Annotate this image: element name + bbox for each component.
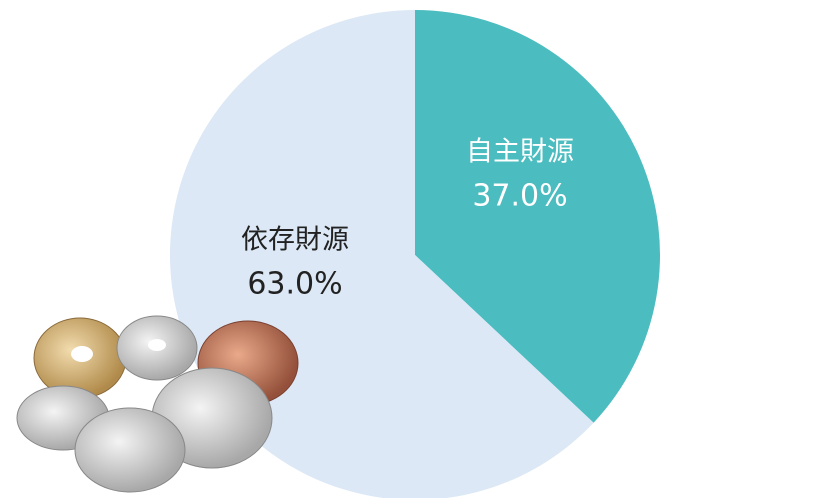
slice-value-label: 37.0% bbox=[472, 179, 567, 214]
coins-illustration bbox=[16, 315, 299, 493]
slice-value-label: 63.0% bbox=[247, 267, 342, 302]
pie-slice bbox=[415, 10, 660, 423]
slice-category-label: 依存財源 bbox=[241, 225, 349, 256]
labels: 自主財源 37.0% 依存財源 63.0% bbox=[241, 137, 574, 302]
slice-category-label: 自主財源 bbox=[466, 137, 574, 168]
